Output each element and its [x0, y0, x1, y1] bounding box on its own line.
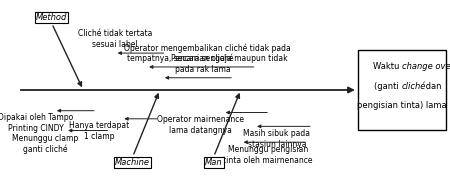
- Text: Hanya terdapat
1 clamp: Hanya terdapat 1 clamp: [69, 122, 129, 141]
- Text: cliché: cliché: [402, 82, 426, 91]
- Text: Menunggu pengisian
tinta oleh mairnenance: Menunggu pengisian tinta oleh mairnenanc…: [223, 145, 312, 165]
- Text: Masih sibuk pada
stasiun lainnya: Masih sibuk pada stasiun lainnya: [243, 129, 310, 149]
- Text: Cliché tidak tertata
sesuai label: Cliché tidak tertata sesuai label: [77, 29, 152, 49]
- Text: pengisian tinta) lama: pengisian tinta) lama: [357, 101, 446, 110]
- Text: (ganti: (ganti: [374, 82, 402, 91]
- Text: Method: Method: [36, 13, 68, 22]
- Text: Dipakai oleh Tampo
Printing CINDY: Dipakai oleh Tampo Printing CINDY: [0, 113, 74, 133]
- Text: Menunggu clamp
ganti cliché: Menunggu clamp ganti cliché: [12, 134, 78, 154]
- Text: Operator mengembalikan cliché tidak pada
tempatnya, secara sengaja maupun tidak: Operator mengembalikan cliché tidak pada…: [124, 43, 290, 63]
- Text: Machine: Machine: [115, 158, 150, 167]
- Text: Pencarian cliché
pada rak lama: Pencarian cliché pada rak lama: [171, 54, 234, 74]
- Bar: [358, 50, 446, 130]
- Text: Operator mairnenance
lama datangnya: Operator mairnenance lama datangnya: [157, 115, 244, 135]
- Text: dan: dan: [423, 82, 442, 91]
- Text: change over: change over: [402, 62, 450, 71]
- Text: Man: Man: [205, 158, 223, 167]
- Text: Waktu: Waktu: [373, 62, 402, 71]
